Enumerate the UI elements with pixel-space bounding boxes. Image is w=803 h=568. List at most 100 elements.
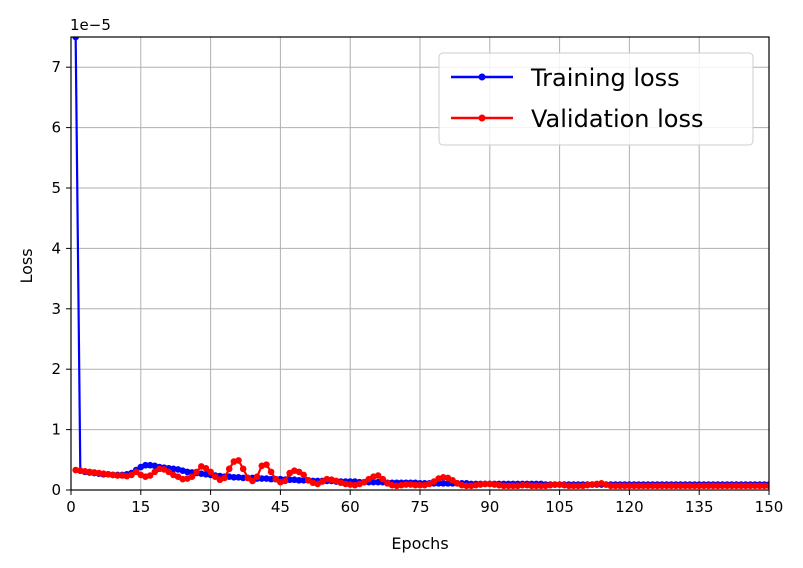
data-point [230, 474, 238, 481]
data-point [672, 482, 680, 490]
data-point [626, 482, 633, 490]
data-point [370, 478, 377, 486]
data-point [565, 482, 573, 490]
x-tick-label: 30 [201, 498, 220, 516]
data-point [412, 481, 419, 489]
legend-training-marker [478, 73, 486, 81]
data-point [449, 477, 456, 484]
data-point [239, 474, 247, 482]
y-tick-label: 6 [51, 119, 61, 137]
legend-training-label: Training loss [530, 64, 680, 92]
series-1 [72, 457, 769, 490]
y-tick-label: 7 [51, 58, 61, 76]
data-point [225, 465, 233, 473]
legend-box [438, 52, 754, 146]
data-point [235, 457, 242, 464]
y-tick-label: 2 [51, 360, 61, 378]
y-tick-label: 0 [51, 481, 61, 499]
data-point [551, 481, 559, 488]
data-point [649, 482, 656, 490]
data-point [761, 482, 768, 490]
x-tick-label: 135 [685, 498, 714, 516]
data-point [733, 482, 740, 490]
data-point [607, 482, 615, 490]
y-offset-text: 1e−5 [70, 16, 111, 34]
data-point [430, 478, 438, 485]
plot-area [72, 37, 769, 490]
data-point [267, 475, 275, 483]
y-tick-label: 4 [51, 239, 61, 257]
data-point [193, 468, 200, 476]
data-point [300, 471, 307, 479]
data-point [207, 468, 214, 476]
data-point [714, 482, 722, 490]
data-point [263, 461, 270, 468]
legend-validation-label: Validation loss [531, 105, 704, 133]
data-point [202, 464, 210, 472]
y-tick-label: 5 [51, 179, 61, 197]
data-point [128, 471, 135, 479]
data-point [658, 482, 666, 490]
data-point [416, 481, 424, 489]
data-point [700, 482, 708, 490]
data-point [114, 472, 121, 479]
data-point [272, 475, 280, 483]
data-point [439, 480, 447, 487]
data-point [211, 473, 219, 481]
data-point [72, 37, 79, 41]
data-point [463, 482, 470, 490]
data-point [681, 482, 689, 490]
data-point [509, 482, 517, 490]
x-tick-label: 15 [131, 498, 150, 516]
data-point [728, 482, 736, 490]
data-point [402, 481, 410, 488]
x-tick-label: 150 [755, 498, 784, 516]
data-point [481, 480, 489, 488]
data-point [360, 478, 368, 486]
x-tick-label: 105 [545, 498, 574, 516]
data-point [295, 477, 303, 484]
data-point [621, 482, 629, 490]
y-axis-ticks: 0 1 2 3 4 5 6 7 [51, 58, 71, 499]
data-point [505, 482, 512, 490]
data-point [142, 461, 149, 469]
data-point [719, 482, 726, 490]
data-point [537, 482, 545, 490]
data-point [374, 478, 382, 486]
data-point [751, 482, 759, 490]
data-point [691, 482, 698, 490]
data-point [765, 482, 769, 490]
data-point [709, 482, 717, 490]
data-point [519, 481, 526, 489]
data-point [686, 482, 694, 490]
x-tick-label: 120 [615, 498, 644, 516]
data-point [244, 474, 252, 482]
data-point [677, 482, 684, 490]
y-tick-label: 1 [51, 421, 61, 439]
data-point [630, 482, 638, 490]
data-point [188, 473, 196, 481]
data-point [249, 477, 256, 485]
data-point [528, 482, 535, 490]
legend-validation-marker [478, 114, 486, 122]
data-point [635, 482, 643, 490]
data-point [612, 482, 619, 490]
data-point [737, 482, 745, 490]
data-point [444, 480, 452, 487]
data-point [132, 468, 140, 476]
data-point [146, 472, 154, 479]
data-point [756, 482, 763, 490]
data-point [300, 477, 307, 484]
data-point [500, 482, 508, 490]
x-tick-label: 45 [271, 498, 290, 516]
x-tick-label: 60 [341, 498, 360, 516]
data-point [747, 482, 754, 490]
data-point [267, 468, 275, 476]
data-point [705, 482, 712, 490]
data-point [533, 482, 540, 490]
data-point [379, 475, 387, 483]
data-point [663, 482, 670, 490]
data-point [574, 482, 582, 490]
data-point [644, 482, 652, 490]
